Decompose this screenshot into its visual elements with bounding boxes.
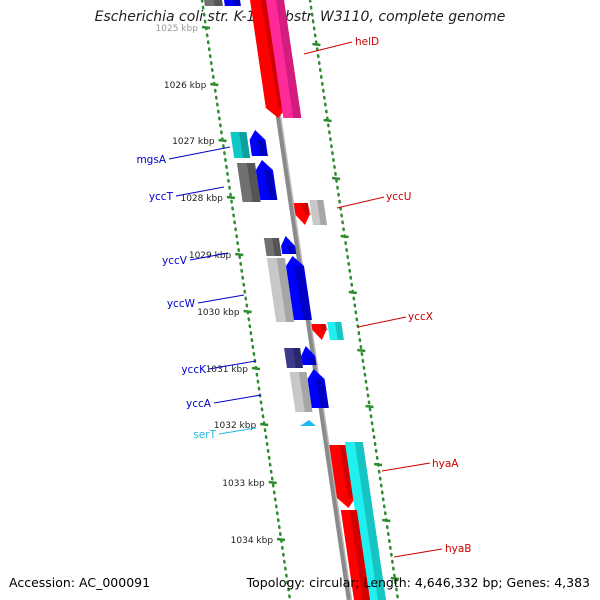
gene-leader-helD bbox=[303, 41, 353, 55]
tick-mark-right bbox=[390, 576, 399, 581]
tick-label: 1031 kbp bbox=[206, 365, 249, 375]
tick-mark bbox=[251, 366, 261, 371]
tick-mark bbox=[260, 422, 269, 427]
gene-leader-yccV bbox=[189, 252, 229, 261]
gene-block-top-blue bbox=[224, 0, 241, 6]
gene-block-yccK-2 bbox=[301, 346, 317, 365]
gene-block-yccK bbox=[284, 348, 303, 368]
gene-block-hyaA-2 bbox=[344, 442, 386, 600]
gene-leader-hyaB bbox=[393, 548, 443, 558]
gene-block-helD-2 bbox=[266, 0, 302, 118]
tick-mark bbox=[235, 252, 244, 257]
tick-mark-right bbox=[365, 404, 374, 409]
tick-mark bbox=[243, 309, 252, 314]
tick-label: 1027 kbp bbox=[172, 137, 215, 147]
gene-label-helD: helD bbox=[355, 36, 379, 48]
tick-mark-right bbox=[373, 462, 383, 467]
gene-block-mgsA-2 bbox=[249, 130, 268, 156]
tick-mark bbox=[201, 25, 211, 30]
gene-block-yccX-2 bbox=[327, 322, 344, 340]
gene-block-top-grey bbox=[204, 0, 223, 6]
gene-block-yccA bbox=[289, 372, 313, 412]
tick-label: 1025 kbp bbox=[156, 24, 199, 34]
gene-leader-yccA bbox=[213, 394, 262, 404]
gene-block-serT bbox=[300, 420, 316, 426]
tick-mark-right bbox=[312, 42, 321, 47]
tick-label: 1030 kbp bbox=[197, 308, 240, 318]
gene-label-yccW: yccW bbox=[167, 298, 196, 310]
gene-label-serT: serT bbox=[193, 429, 216, 441]
tick-label: 1034 kbp bbox=[231, 536, 274, 546]
tick-dot-lines bbox=[200, 0, 400, 600]
gene-block-yccX bbox=[311, 324, 328, 340]
gene-leader-yccK bbox=[208, 360, 257, 370]
gene-label-yccX: yccX bbox=[408, 311, 433, 323]
tick-mark-right bbox=[323, 118, 332, 123]
gene-label-yccV: yccV bbox=[162, 255, 188, 267]
gene-label-yccT: yccT bbox=[149, 191, 174, 203]
tick-mark-right bbox=[331, 176, 341, 181]
gene-block-mgsA bbox=[230, 132, 251, 158]
gene-block-yccT bbox=[236, 163, 261, 202]
gene-block-yccU-2 bbox=[309, 200, 327, 225]
tick-mark bbox=[226, 195, 236, 200]
left-dot-line bbox=[200, 0, 292, 600]
accession-text: Accession: AC_000091 bbox=[9, 575, 151, 590]
gene-leader-mgsA bbox=[168, 146, 231, 160]
map-title: Escherichia coli str. K-12 substr. W3110… bbox=[94, 9, 506, 25]
gene-block-hyaB bbox=[340, 510, 370, 600]
gene-label-yccU: yccU bbox=[386, 191, 411, 203]
tick-mark-right bbox=[348, 290, 357, 295]
tick-mark bbox=[268, 480, 277, 485]
tick-mark bbox=[210, 82, 219, 87]
tick-label: 1033 kbp bbox=[222, 479, 265, 489]
feature-track bbox=[204, 0, 386, 600]
gene-block-yccT-2 bbox=[255, 160, 278, 200]
tick-mark-right bbox=[340, 234, 349, 239]
gene-leader-serT bbox=[218, 427, 257, 435]
gene-label-hyaA: hyaA bbox=[432, 458, 459, 470]
gene-leader-yccT bbox=[175, 186, 225, 197]
gene-leader-yccU bbox=[336, 196, 385, 209]
gene-label-hyaB: hyaB bbox=[445, 543, 472, 555]
gene-leader-hyaA bbox=[381, 462, 431, 472]
right-dot-line bbox=[308, 0, 400, 600]
gene-block-yccW-2 bbox=[286, 256, 312, 320]
gene-block-yccW bbox=[266, 258, 295, 322]
tick-mark bbox=[218, 138, 227, 143]
gene-block-yccA-2 bbox=[307, 369, 329, 408]
genome-summary-text: Topology: circular; Length: 4,646,332 bp… bbox=[246, 575, 590, 590]
gene-leader-yccW bbox=[197, 294, 245, 304]
gene-block-yccV bbox=[263, 238, 282, 256]
gene-leader-yccX bbox=[357, 316, 407, 328]
gene-block-yccU bbox=[293, 203, 311, 225]
tick-label: 1032 kbp bbox=[214, 421, 257, 431]
tick-label: 1028 kbp bbox=[180, 194, 223, 204]
gene-label-yccK: yccK bbox=[181, 364, 207, 376]
gene-label-mgsA: mgsA bbox=[136, 154, 166, 166]
gene-labels: helD yccU yccX hyaA hyaB mgsA yccT yccV yccW yccK… bbox=[136, 36, 472, 558]
gene-label-yccA: yccA bbox=[186, 398, 212, 410]
tick-mark bbox=[276, 537, 286, 542]
tick-mark-right bbox=[382, 518, 391, 523]
tick-label: 1026 kbp bbox=[164, 81, 207, 91]
tick-mark-right bbox=[357, 348, 366, 353]
gene-block-yccV-2 bbox=[281, 236, 297, 254]
